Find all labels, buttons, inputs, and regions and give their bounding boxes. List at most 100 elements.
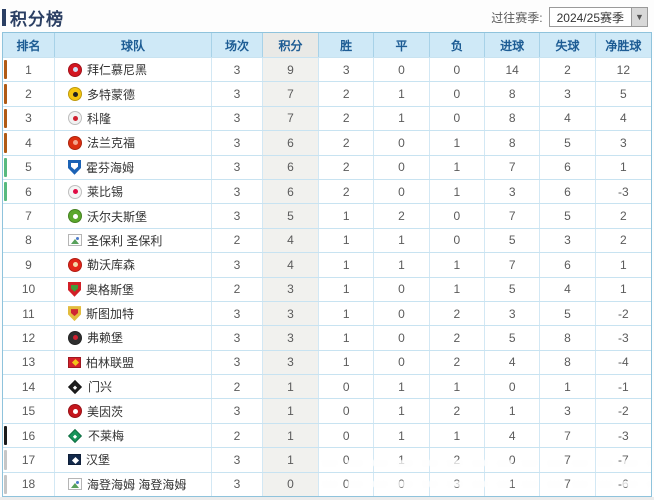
column-header-goal-diff: 净胜球 (605, 38, 642, 53)
goal-diff-cell: -3 (596, 180, 651, 203)
goals-for-cell-value: 5 (508, 330, 516, 345)
points-cell-value: 1 (287, 452, 294, 467)
column-header-points: 积分 (263, 33, 319, 57)
table-row: 7 沃尔夫斯堡 3 5 1 2 0 7 5 2 (3, 203, 651, 228)
team-cell[interactable]: 门兴 (55, 375, 212, 399)
losses-cell-value: 1 (453, 135, 461, 150)
team-name: 不莱梅 (88, 429, 125, 444)
points-cell: 7 (263, 82, 319, 106)
team-cell[interactable]: 法兰克福 (55, 131, 212, 155)
team-cell[interactable]: 霍芬海姆 (55, 155, 212, 179)
goal-diff-cell: -2 (596, 302, 651, 325)
table-row: 18 海登海姆 海登海姆 3 0 0 0 3 1 7 -6 (3, 471, 651, 497)
points-cell: 3 (263, 326, 319, 350)
zone-marker (4, 108, 7, 129)
team-crest-icon (68, 159, 81, 175)
wins-cell: 1 (319, 277, 375, 301)
season-select[interactable]: 2024/25赛季 ▼ (548, 7, 648, 27)
losses-cell: 1 (430, 253, 485, 277)
matches-cell: 3 (212, 82, 263, 106)
goal-diff-cell-value: 12 (616, 62, 630, 77)
goal-diff-cell: -7 (596, 448, 651, 471)
draws-cell: 0 (374, 472, 430, 497)
goal-diff-cell-value: 1 (619, 257, 627, 272)
goal-diff-cell: 1 (596, 278, 651, 301)
matches-cell: 3 (212, 399, 263, 423)
bottom-edge (0, 497, 654, 500)
team-crest-icon (68, 330, 82, 345)
column-header-goals-for: 进球 (485, 33, 541, 57)
goals-for-cell: 7 (485, 204, 541, 228)
wins-cell: 1 (319, 326, 375, 350)
goal-diff-cell-value: -2 (617, 306, 629, 321)
matches-cell: 3 (212, 204, 263, 228)
losses-cell: 0 (430, 204, 485, 228)
points-cell: 1 (263, 423, 319, 448)
team-cell[interactable]: 柏林联盟 (55, 350, 212, 375)
team-name: 斯图加特 (86, 307, 135, 322)
team-cell[interactable]: 勒沃库森 (55, 253, 212, 277)
goals-against-cell: 5 (540, 301, 596, 326)
draws-cell: 0 (374, 58, 430, 82)
team-crest-icon (68, 87, 82, 102)
table-row: 11 斯图加特 3 3 1 0 2 3 5 -2 (3, 300, 651, 326)
rank-cell-value: 2 (25, 87, 32, 102)
table-row: 4 法兰克福 3 6 2 0 1 8 5 3 (3, 130, 651, 155)
matches-cell-value: 2 (233, 233, 241, 248)
goal-diff-cell: 12 (596, 58, 651, 81)
goal-diff-cell-value: -4 (617, 355, 629, 370)
team-cell[interactable]: 科隆 (55, 106, 212, 131)
goals-against-cell: 6 (540, 155, 596, 179)
rank-cell-value: 1 (25, 62, 32, 77)
goals-for-cell-value: 3 (508, 306, 516, 321)
losses-cell-value: 1 (453, 379, 461, 394)
column-header-losses: 负 (430, 33, 485, 57)
team-name: 多特蒙德 (87, 87, 136, 102)
wins-cell: 2 (319, 155, 375, 179)
team-cell[interactable]: 不莱梅 (55, 423, 212, 448)
losses-cell: 0 (430, 228, 485, 253)
goal-diff-cell-value: 5 (619, 87, 627, 102)
team-cell[interactable]: 沃尔夫斯堡 (55, 204, 212, 228)
page-title: 积分榜 (10, 9, 64, 29)
team-cell[interactable]: 莱比锡 (55, 179, 212, 204)
team-cell[interactable]: 奥格斯堡 (55, 277, 212, 301)
losses-cell-value: 0 (453, 209, 461, 224)
goals-against-cell: 4 (540, 106, 596, 131)
draws-cell-value: 0 (398, 160, 405, 175)
matches-cell: 2 (212, 375, 263, 399)
rank-cell: 10 (3, 277, 55, 301)
draws-cell-value: 1 (398, 428, 405, 443)
team-cell[interactable]: 弗赖堡 (55, 326, 212, 350)
team-name: 弗赖堡 (87, 331, 124, 346)
goals-for-cell: 4 (485, 350, 541, 375)
losses-cell-value: 2 (453, 355, 461, 370)
losses-cell-value: 0 (453, 87, 461, 102)
table-row: 1 拜仁慕尼黑 3 9 3 0 0 14 2 12 (3, 57, 651, 82)
team-cell[interactable]: 海登海姆 海登海姆 (55, 472, 212, 497)
rank-cell-value: 12 (21, 330, 36, 345)
matches-cell: 2 (212, 423, 263, 448)
rank-cell-value: 14 (21, 379, 36, 394)
goals-for-cell: 5 (485, 277, 541, 301)
rank-cell: 14 (3, 375, 55, 399)
team-cell[interactable]: 斯图加特 (55, 301, 212, 326)
team-cell[interactable]: 拜仁慕尼黑 (55, 58, 212, 82)
team-cell[interactable]: 美因茨 (55, 399, 212, 423)
goals-for-cell: 0 (485, 375, 541, 399)
team-name: 汉堡 (86, 453, 111, 468)
wins-cell-value: 1 (342, 306, 350, 321)
goal-diff-cell-value: -1 (617, 379, 629, 394)
team-cell[interactable]: 汉堡 (55, 448, 212, 472)
goal-diff-cell-value: 2 (619, 233, 627, 248)
team-cell[interactable]: 多特蒙德 (55, 82, 212, 106)
team-name: 门兴 (88, 380, 113, 395)
wins-cell-value: 2 (342, 111, 350, 126)
team-name: 海登海姆 海登海姆 (87, 477, 187, 492)
goals-against-cell-value: 5 (564, 135, 571, 150)
goals-for-cell: 1 (485, 472, 541, 497)
matches-cell-value: 3 (233, 257, 241, 272)
matches-cell: 3 (212, 58, 263, 82)
points-cell: 1 (263, 375, 319, 399)
team-cell[interactable]: 圣保利 圣保利 (55, 228, 212, 253)
